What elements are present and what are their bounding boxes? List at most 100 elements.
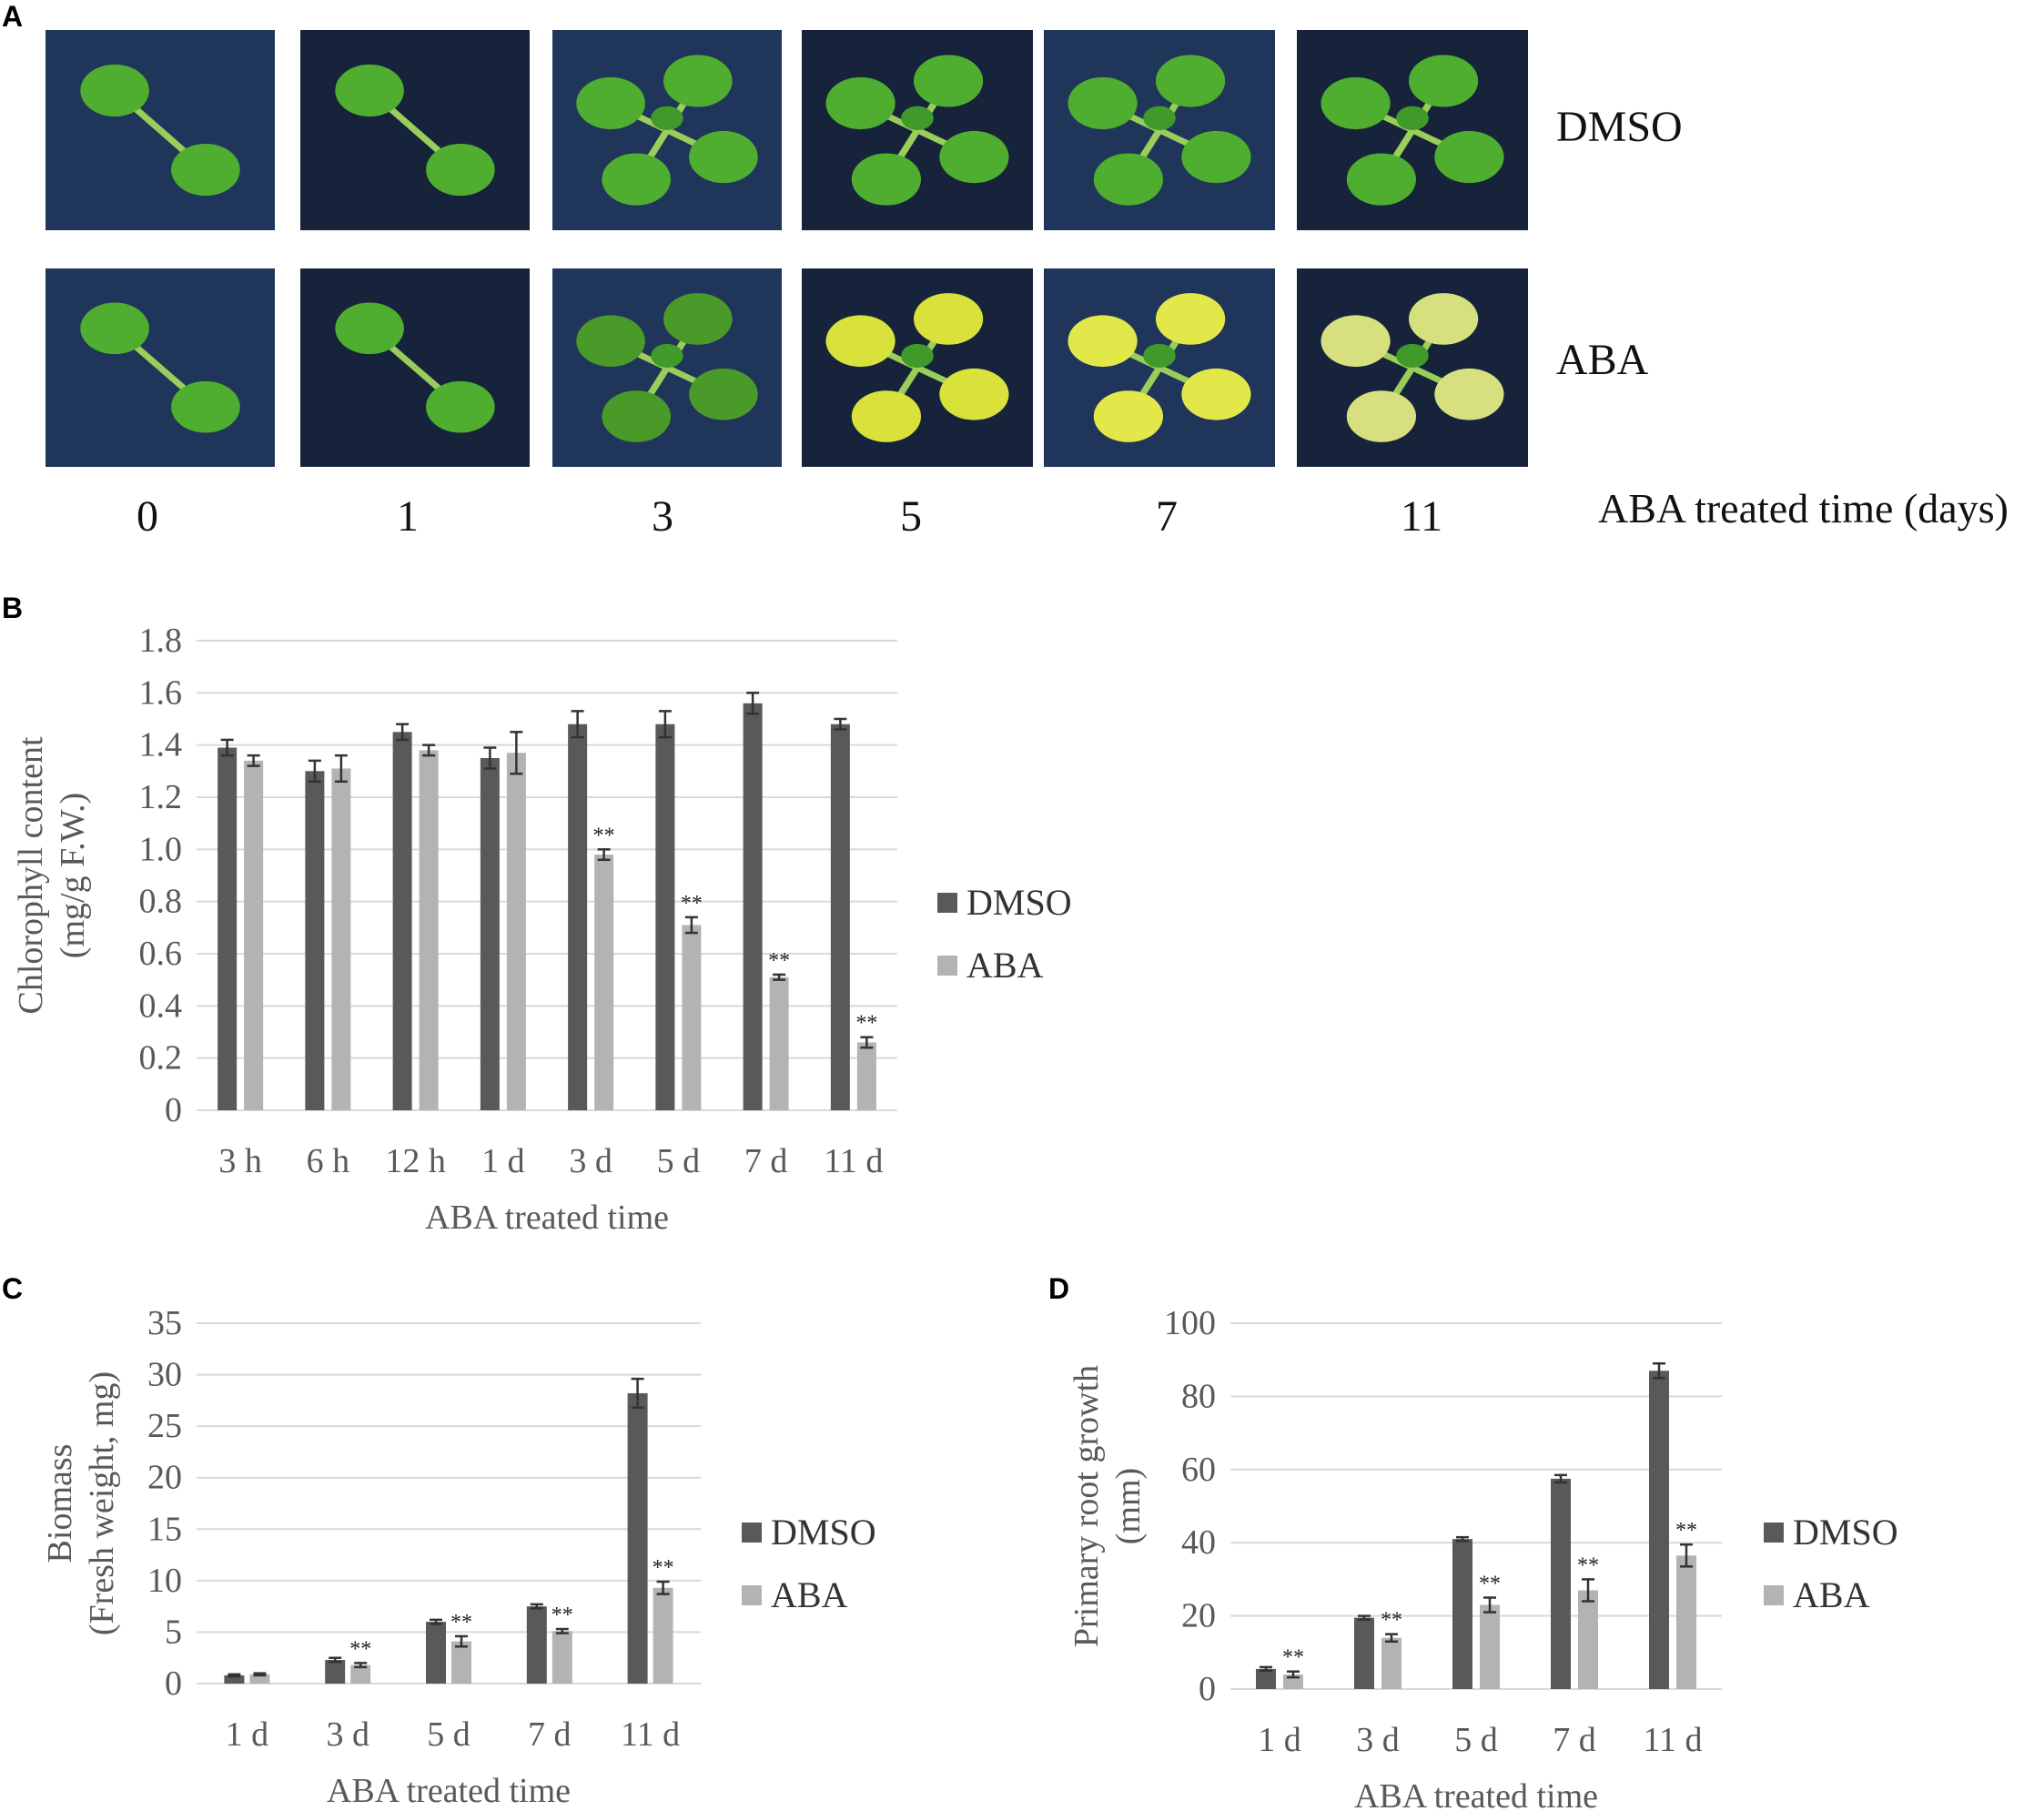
- x-tick-label: 11 d: [621, 1715, 680, 1754]
- x-tick-label: 11 d: [1643, 1721, 1702, 1759]
- seedling-photo: [802, 30, 1033, 230]
- significance-marker: **: [1282, 1646, 1304, 1670]
- error-bar: [631, 1377, 644, 1410]
- error-bar: [555, 1627, 569, 1634]
- significance-marker: **: [450, 1611, 472, 1634]
- bar-aba: [419, 750, 439, 1110]
- legend-item-aba: ABA: [937, 944, 1072, 986]
- seedling-photo: [552, 268, 782, 467]
- y-tick-label: 1.4: [139, 726, 183, 764]
- y-tick-label: 1.0: [139, 830, 183, 868]
- legend-swatch: [742, 1584, 762, 1605]
- legend-label: ABA: [966, 945, 1044, 986]
- bar-aba: [1480, 1604, 1500, 1689]
- error-bar: [510, 731, 523, 775]
- x-tick-label: 5 d: [427, 1715, 471, 1754]
- panel-letter-b: B: [2, 592, 24, 624]
- significance-marker: **: [855, 1012, 877, 1036]
- chlorophyll-chart: 0 0.2 0.4 0.6 0.8 1.0 1.2 1.4 1.6 1.8 3 h 6 h 12 h 1 …: [12, 622, 897, 1237]
- error-bar: [1680, 1543, 1693, 1568]
- error-bar: [834, 717, 847, 731]
- error-bar: [329, 1656, 342, 1664]
- y-tick-label: 100: [1164, 1304, 1216, 1342]
- x-axis-label: ABA treated time: [1354, 1777, 1598, 1811]
- y-tick-label: 5: [165, 1613, 182, 1651]
- row-label-dmso: DMSO: [1556, 103, 1683, 151]
- legend-chlorophyll: DMSO ABA: [937, 881, 1072, 1007]
- bar-aba: [682, 925, 702, 1110]
- bar-aba: [451, 1641, 471, 1684]
- bar-dmso: [655, 723, 675, 1110]
- biomass-chart: 0 5 10 15 20 25 30 35 1 d 3 d ** 5 d ** 7 d ** 11 d ** AB…: [41, 1304, 701, 1810]
- significance-marker: **: [551, 1604, 573, 1627]
- error-bar: [334, 754, 348, 784]
- y-tick-label: 1.8: [139, 622, 183, 660]
- y-tick-label: 0: [165, 1091, 182, 1129]
- bar-aba: [244, 760, 264, 1110]
- seedling-photo: [552, 30, 782, 230]
- error-bar: [455, 1634, 468, 1648]
- x-tick-label: 7 d: [528, 1715, 572, 1754]
- error-bar: [247, 754, 260, 767]
- seedling-photo: [1297, 268, 1528, 467]
- bar-dmso: [526, 1606, 547, 1684]
- y-tick-label: 15: [147, 1510, 182, 1548]
- error-bar: [1582, 1578, 1594, 1603]
- x-tick-label: 1 d: [226, 1715, 269, 1754]
- error-bar: [253, 1672, 267, 1677]
- error-bar: [571, 710, 584, 739]
- legend-swatch: [937, 892, 957, 913]
- error-bar: [530, 1603, 543, 1610]
- panel-letter-c: C: [2, 1272, 24, 1305]
- x-tick-label: 7 d: [744, 1142, 788, 1180]
- significance-marker: **: [1577, 1553, 1599, 1577]
- significance-marker: **: [1479, 1573, 1501, 1596]
- x-tick-label: 11 d: [824, 1142, 883, 1180]
- significance-marker: **: [653, 1556, 674, 1580]
- error-bar: [228, 1673, 241, 1678]
- legend-item-dmso: DMSO: [742, 1511, 876, 1553]
- x-tick-label: 12 h: [385, 1142, 446, 1180]
- legend-item-aba: ABA: [742, 1573, 876, 1616]
- y-tick-label: 80: [1181, 1377, 1216, 1415]
- day-label-7: 7: [1156, 492, 1178, 541]
- bar-aba: [506, 753, 526, 1110]
- x-tick-label: 1 d: [481, 1142, 525, 1180]
- legend-swatch: [937, 955, 957, 976]
- legend-item-dmso: DMSO: [937, 881, 1072, 924]
- error-bar: [1287, 1670, 1300, 1679]
- y-axis-label: Primary root growth: [1068, 1365, 1106, 1647]
- x-axis-label: ABA treated time: [327, 1772, 571, 1810]
- bar-dmso: [218, 747, 238, 1110]
- y-tick-label: 10: [147, 1562, 182, 1600]
- y-tick-label: 1.2: [139, 778, 183, 816]
- bar-dmso: [627, 1392, 648, 1684]
- y-axis-label: (mg/g F.W.): [54, 793, 92, 958]
- y-tick-label: 0.8: [139, 883, 183, 921]
- seedling-photo: [802, 268, 1033, 467]
- legend-label: DMSO: [1793, 1512, 1898, 1553]
- error-bar: [1554, 1473, 1567, 1484]
- x-tick-label: 3 d: [1356, 1721, 1400, 1759]
- x-tick-label: 5 d: [657, 1142, 701, 1180]
- seedling-photo: [46, 30, 275, 230]
- significance-marker: **: [593, 824, 615, 847]
- legend-swatch: [1764, 1584, 1784, 1605]
- y-axis-label: Chlorophyll content: [12, 736, 50, 1014]
- y-tick-label: 0.4: [139, 986, 183, 1025]
- bar-dmso: [392, 732, 412, 1110]
- error-bar: [1260, 1665, 1272, 1673]
- error-bar: [354, 1662, 368, 1669]
- seedling-photo: [1297, 30, 1528, 230]
- error-bar: [308, 759, 321, 784]
- legend-label: DMSO: [966, 882, 1072, 923]
- legend-swatch: [1764, 1522, 1784, 1543]
- legend-item-dmso: DMSO: [1764, 1511, 1898, 1553]
- significance-marker: **: [1675, 1519, 1697, 1543]
- bar-dmso: [1256, 1668, 1276, 1689]
- day-label-5: 5: [900, 492, 922, 541]
- error-bar: [1653, 1361, 1665, 1380]
- error-bar: [684, 916, 698, 935]
- significance-marker: **: [681, 892, 703, 916]
- y-tick-label: 30: [147, 1356, 182, 1394]
